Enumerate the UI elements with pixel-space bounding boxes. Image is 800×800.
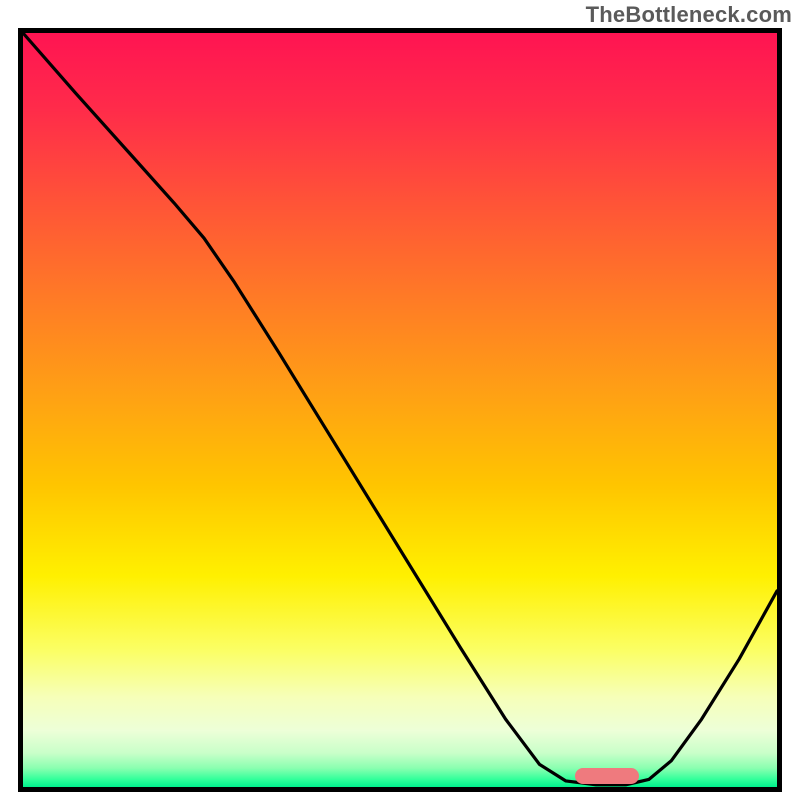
chart-canvas: TheBottleneck.com	[0, 0, 800, 800]
watermark-text: TheBottleneck.com	[586, 2, 792, 28]
chart-border	[18, 28, 782, 792]
